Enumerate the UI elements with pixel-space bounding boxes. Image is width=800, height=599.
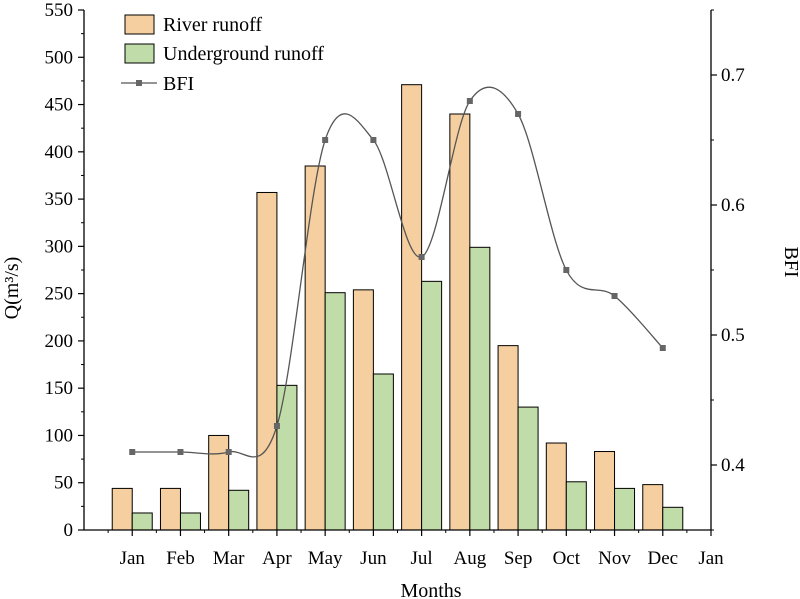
x-tick-label: Jan [120, 548, 146, 569]
y-tick-label: 300 [45, 236, 74, 257]
bar-underground-aug [469, 246, 491, 531]
bfi-point-mar [225, 449, 232, 455]
x-tick-label: Oct [553, 548, 581, 569]
y-tick-label: 400 [45, 142, 74, 163]
y-tick-label: 200 [45, 331, 74, 352]
bfi-point-dec [659, 345, 666, 351]
bfi-series-line [132, 86, 664, 458]
y-tick-label: 250 [45, 284, 74, 305]
y2-tick-label: 0.7 [721, 65, 745, 86]
bar-underground-nov [614, 487, 636, 531]
x-tick-label: May [308, 548, 343, 569]
x-tick-label: Sep [504, 548, 533, 569]
bfi-point-sep [515, 111, 522, 117]
bar-river-aug [449, 113, 471, 531]
y-axis-title: Q(m³/s) [1, 257, 23, 320]
bar-river-jul [401, 84, 423, 531]
bar-river-dec [642, 484, 664, 531]
axes [78, 9, 717, 536]
x-tick-label: Nov [598, 548, 631, 569]
bfi-point-jun [370, 137, 377, 143]
underground-runoff-bars [131, 246, 684, 531]
bfi-point-jan [129, 449, 136, 455]
x-tick-label: Jan [698, 548, 724, 569]
y2-tick-label: 0.4 [721, 455, 745, 476]
y-tick-label: 100 [45, 425, 74, 446]
x-tick-label: Feb [166, 548, 195, 569]
tick-labels: 0 50 100 150 200 250 300 350 400 450 500 550 0.4 0.5 0… [45, 0, 746, 569]
y2-axis-title: BFI [780, 246, 800, 277]
x-tick-label: Mar [213, 548, 245, 569]
bar-underground-jan [131, 512, 153, 531]
river-runoff-bars [111, 84, 664, 531]
bar-underground-sep [517, 406, 539, 531]
bfi-point-nov [611, 293, 618, 299]
legend-label-river-runoff: River runoff [163, 14, 262, 36]
legend: River runoff Underground runoff BFI [121, 14, 324, 95]
bfi-line-group [129, 86, 666, 458]
bar-river-nov [594, 451, 616, 531]
legend-swatch-river-runoff [124, 14, 155, 35]
x-tick-label: Jul [411, 548, 433, 569]
y-tick-label: 450 [45, 95, 74, 116]
legend-marker-bfi [136, 80, 142, 86]
x-tick-label: Aug [453, 548, 486, 569]
bar-river-feb [159, 487, 181, 531]
x-tick-label: Jun [360, 548, 387, 569]
bfi-point-jul [418, 254, 425, 260]
bfi-point-may [322, 137, 329, 143]
y-tick-label: 550 [45, 0, 74, 21]
x-axis-title: Months [400, 580, 461, 599]
bar-river-may [304, 165, 326, 531]
bar-river-jan [111, 487, 133, 531]
bar-river-oct [545, 442, 567, 531]
bfi-point-feb [177, 449, 184, 455]
y-tick-label: 50 [54, 473, 73, 494]
bar-underground-dec [662, 506, 684, 531]
bar-underground-mar [228, 489, 250, 531]
bfi-point-aug [466, 98, 473, 104]
x-tick-label: Apr [262, 548, 292, 569]
bfi-point-oct [563, 267, 570, 273]
bar-underground-apr [276, 384, 298, 531]
x-tick-label: Dec [647, 548, 678, 569]
bar-underground-may [324, 292, 346, 531]
legend-label-bfi: BFI [163, 73, 194, 95]
legend-label-underground-runoff: Underground runoff [163, 43, 324, 65]
legend-swatch-underground-runoff [124, 43, 155, 64]
y-tick-label: 350 [45, 189, 74, 210]
bar-underground-oct [565, 481, 587, 531]
bar-underground-feb [179, 512, 201, 531]
bar-river-apr [256, 191, 278, 531]
bfi-point-apr [273, 423, 280, 429]
y2-tick-label: 0.5 [721, 325, 745, 346]
y-tick-label: 150 [45, 378, 74, 399]
bar-underground-jun [372, 373, 394, 531]
bar-river-sep [497, 345, 519, 531]
y-tick-label: 500 [45, 47, 74, 68]
bar-underground-jul [421, 280, 443, 531]
bar-river-jun [352, 289, 374, 531]
y2-tick-label: 0.6 [721, 195, 745, 216]
y-tick-label: 0 [64, 520, 74, 541]
